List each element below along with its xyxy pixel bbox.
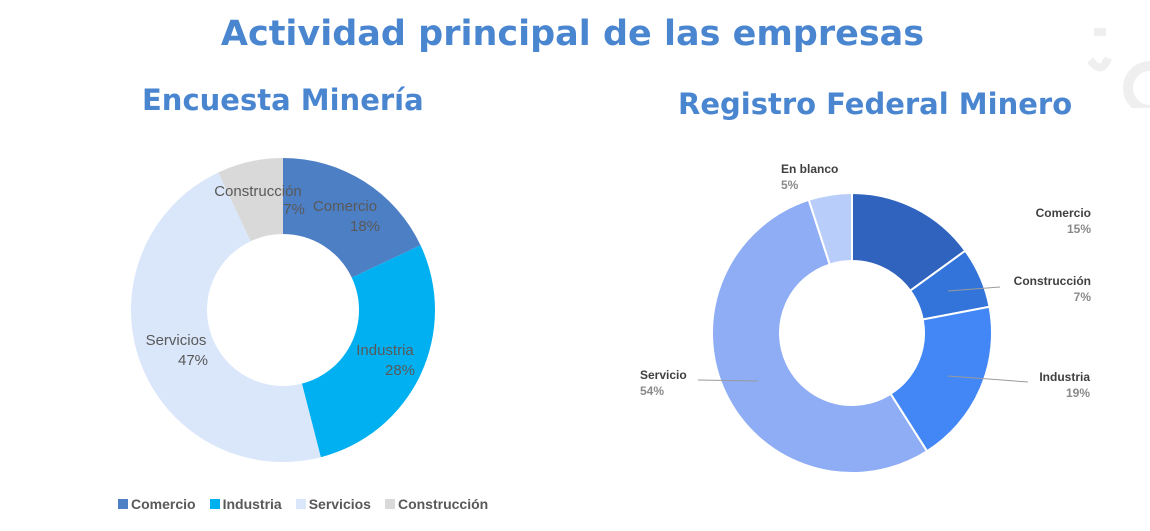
r-label-industria-name: Industria <box>1039 370 1090 384</box>
registro-labels: Comercio 15% Construcción 7% Industria 1… <box>640 162 1091 400</box>
encuesta-slice-comercio <box>283 158 421 278</box>
legend-item-comercio: Comercio <box>118 496 196 512</box>
registro-slice-en-blanco <box>807 191 853 266</box>
deco-mark <box>1094 28 1106 36</box>
legend-item-construccion: Construcción <box>384 496 489 512</box>
legend-item-industria: Industria <box>209 496 282 512</box>
label-industria-pct: 28% <box>385 362 415 379</box>
r-label-industria-pct: 19% <box>1066 386 1090 400</box>
r-label-comercio-name: Comercio <box>1036 206 1091 220</box>
encuesta-slice-servicios <box>130 172 321 462</box>
corner-decoration <box>1088 28 1150 108</box>
r-label-construccion-pct: 7% <box>1074 290 1092 304</box>
label-comercio-pct: 18% <box>350 218 380 235</box>
chart-title-encuesta: Encuesta Minería <box>142 83 424 117</box>
leader-industria <box>947 375 1029 383</box>
label-servicios-name: Servicios <box>146 332 207 349</box>
legend-swatch-servicios <box>295 499 306 509</box>
encuesta-slice-industria <box>301 245 436 458</box>
r-label-enblanco-name: En blanco <box>781 162 838 176</box>
label-industria-name: Industria <box>356 342 414 359</box>
encuesta-donut <box>130 158 436 462</box>
legend-swatch-industria <box>209 499 220 509</box>
main-title: Actividad principal de las empresas <box>220 14 925 54</box>
legend-label-construccion: Construcción <box>397 496 489 512</box>
r-label-enblanco-pct: 5% <box>781 178 799 192</box>
leader-construccion <box>947 286 1001 292</box>
label-servicios-pct: 47% <box>178 352 208 369</box>
r-label-construccion-name: Construcción <box>1014 274 1091 288</box>
legend-item-servicios: Servicios <box>295 496 371 512</box>
legend-label-comercio: Comercio <box>131 496 196 512</box>
r-label-servicio-pct: 54% <box>640 384 664 398</box>
encuesta-legend: Comercio Industria Servicios Construcció… <box>118 496 488 512</box>
chart-title-registro: Registro Federal Minero <box>678 87 1073 121</box>
label-construccion-name: Construcción <box>214 183 302 200</box>
encuesta-labels: Comercio 18% Industria 28% Servicios 47%… <box>146 183 415 379</box>
deco-curve <box>1088 56 1112 72</box>
r-label-comercio-pct: 15% <box>1067 222 1091 236</box>
r-label-servicio-name: Servicio <box>640 368 687 382</box>
legend-label-industria: Industria <box>222 496 282 512</box>
registro-slice-servicio <box>711 198 929 474</box>
label-comercio-name: Comercio <box>313 198 377 215</box>
legend-swatch-construccion <box>384 499 395 509</box>
deco-ring <box>1123 61 1150 108</box>
leader-servicio <box>697 379 759 382</box>
legend-swatch-comercio <box>118 499 128 509</box>
encuesta-slice-construccion <box>218 158 283 242</box>
label-construccion-pct: 7% <box>283 201 305 218</box>
legend-label-servicios: Servicios <box>308 496 371 512</box>
registro-leader-lines <box>697 286 1029 383</box>
registro-donut <box>711 191 993 474</box>
